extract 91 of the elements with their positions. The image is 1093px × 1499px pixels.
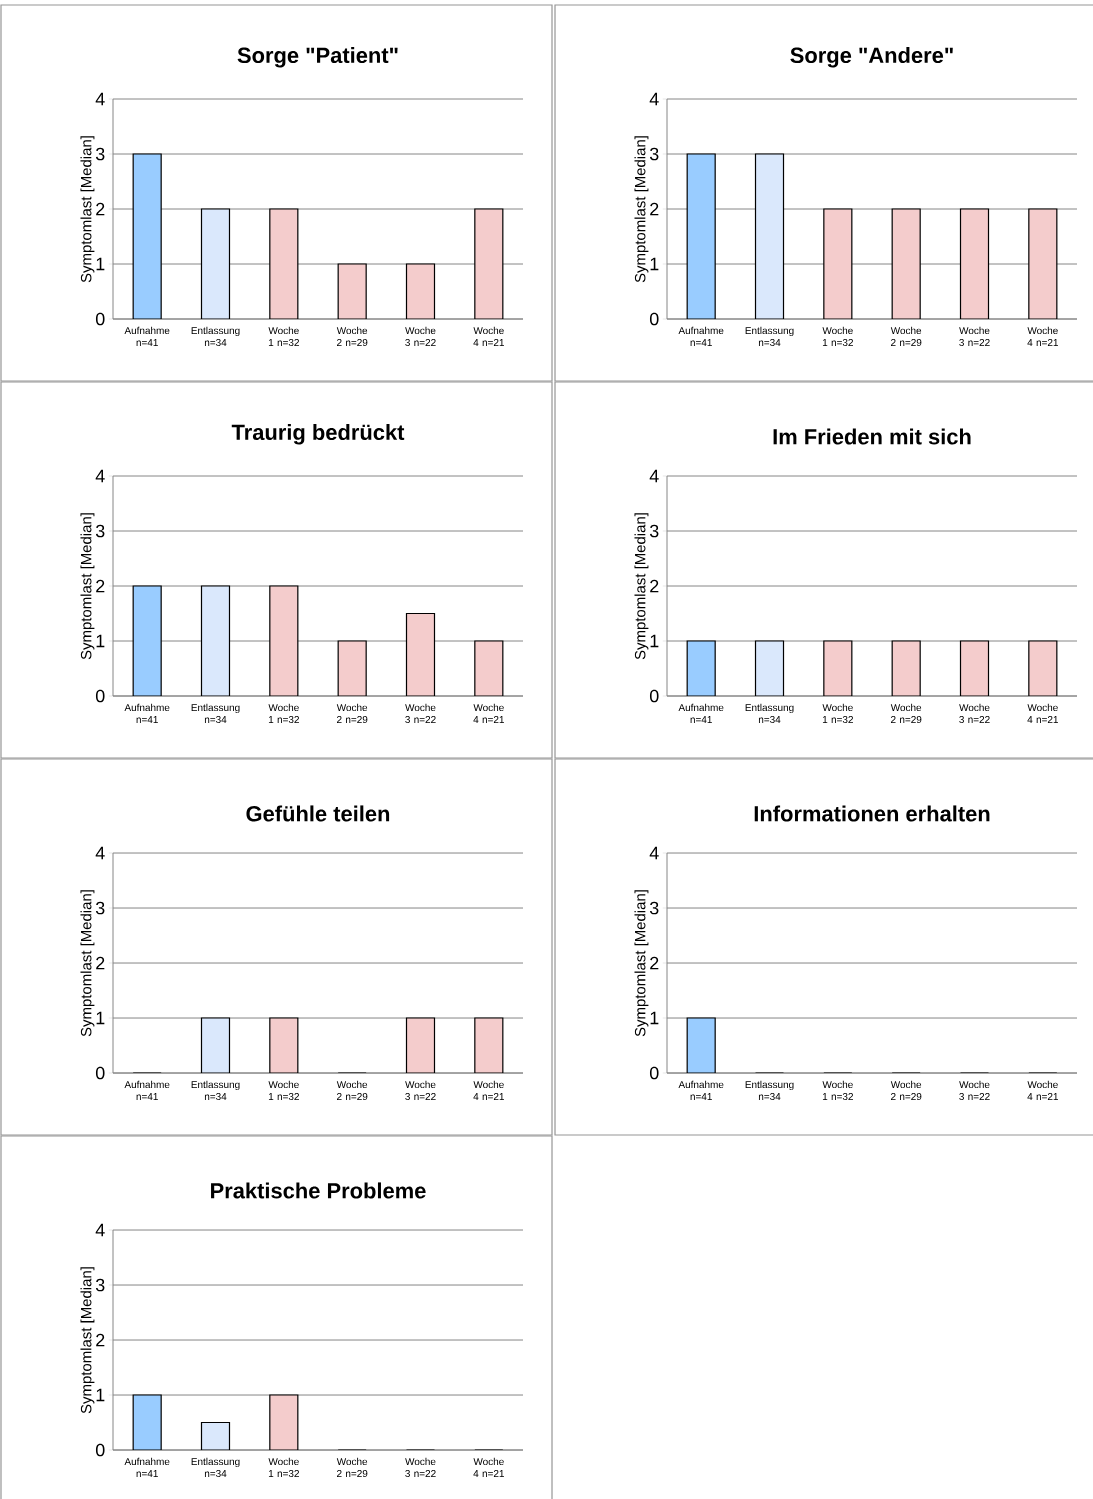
chart-title: Gefühle teilen (246, 805, 390, 822)
chart-title: Praktische Probleme (211, 1182, 426, 1199)
x-tick-label: Woche 3 n=22 (405, 703, 436, 724)
y-axis-title: Symptomlast [Median] (634, 890, 649, 1037)
x-tick-label: Woche 3 n=22 (405, 1080, 436, 1101)
y-tick-label: 0 (95, 1443, 105, 1457)
y-tick-label: 4 (95, 1223, 105, 1237)
x-tick-label: Woche 4 n=21 (1027, 326, 1058, 346)
y-axis-title: Symptomlast [Median] (634, 513, 649, 660)
y-tick-label: 2 (650, 956, 659, 970)
x-tick-label: Woche 1 n=32 (822, 326, 853, 347)
x-tick-label: Woche 2 n=29 (890, 703, 922, 724)
x-tick-label: Woche 2 n=29 (336, 326, 368, 347)
x-tick-label: Woche 1 n=32 (268, 326, 299, 347)
x-tick-label: Woche 1 n=32 (822, 1080, 853, 1101)
y-tick-label: 3 (649, 147, 659, 161)
chart-title: Im Frieden mit sich (773, 428, 971, 445)
x-tick-label: Woche 2 n=29 (890, 326, 922, 347)
y-tick-label: 4 (649, 92, 659, 106)
y-tick-label: 1 (650, 257, 659, 271)
x-tick-label: Woche 1 n=32 (268, 703, 299, 724)
y-tick-label: 0 (649, 689, 659, 703)
x-tick-label: Woche 4 n=21 (473, 326, 504, 346)
x-tick-label: Woche 4 n=21 (1027, 703, 1058, 723)
y-tick-label: 4 (95, 92, 105, 106)
x-tick-label: Entlassung n=34 (191, 1080, 240, 1101)
y-tick-label: 0 (95, 312, 105, 326)
y-tick-label: 2 (96, 1333, 105, 1347)
x-tick-label: Aufnahme n=41 (124, 703, 170, 723)
y-tick-label: 0 (649, 312, 659, 326)
x-tick-label: Aufnahme n=41 (124, 1080, 170, 1100)
x-tick-label: Woche 4 n=21 (473, 1457, 504, 1477)
x-tick-label: Woche 1 n=32 (268, 1080, 299, 1101)
x-tick-label: Aufnahme n=41 (678, 703, 724, 723)
x-tick-label: Aufnahme n=41 (678, 1080, 724, 1100)
x-tick-label: Woche 4 n=21 (1027, 1080, 1058, 1100)
y-tick-label: 0 (95, 689, 105, 703)
y-tick-label: 3 (95, 524, 105, 538)
x-tick-label: Aufnahme n=41 (124, 326, 170, 346)
y-tick-label: 4 (649, 846, 659, 860)
x-tick-label: Woche 3 n=22 (959, 326, 990, 347)
y-tick-label: 4 (95, 846, 105, 860)
y-tick-label: 1 (96, 634, 105, 648)
x-tick-label: Woche 3 n=22 (405, 326, 436, 347)
x-tick-label: Woche 2 n=29 (336, 703, 368, 724)
x-tick-label: Woche 3 n=22 (405, 1457, 436, 1478)
x-tick-label: Entlassung n=34 (191, 703, 240, 724)
y-tick-label: 2 (650, 202, 659, 216)
x-tick-label: Entlassung n=34 (745, 1080, 794, 1101)
x-tick-label: Woche 2 n=29 (890, 1080, 922, 1101)
y-tick-label: 3 (95, 1278, 105, 1292)
x-tick-label: Entlassung n=34 (191, 1457, 240, 1478)
x-tick-label: Woche 3 n=22 (959, 1080, 990, 1101)
y-tick-label: 2 (96, 579, 105, 593)
chart-title: Informationen erhalten (754, 805, 990, 822)
y-axis-title: Symptomlast [Median] (80, 136, 95, 283)
y-tick-label: 4 (95, 469, 105, 483)
y-tick-label: 4 (649, 469, 659, 483)
x-tick-label: Entlassung n=34 (745, 326, 794, 347)
y-tick-label: 2 (650, 579, 659, 593)
y-tick-label: 0 (649, 1066, 659, 1080)
x-tick-label: Woche 2 n=29 (336, 1457, 368, 1478)
y-axis-title: Symptomlast [Median] (80, 1267, 95, 1414)
x-tick-label: Woche 2 n=29 (336, 1080, 368, 1101)
y-tick-label: 2 (96, 202, 105, 216)
y-tick-label: 3 (95, 147, 105, 161)
y-axis-title: Symptomlast [Median] (634, 136, 649, 283)
y-axis-title: Symptomlast [Median] (80, 890, 95, 1037)
x-tick-label: Woche 4 n=21 (473, 703, 504, 723)
chart-title: Sorge "Andere" (790, 46, 953, 68)
y-tick-label: 1 (96, 257, 105, 271)
chart-title: Traurig bedrückt (231, 423, 405, 445)
x-tick-label: Woche 3 n=22 (959, 703, 990, 724)
y-tick-label: 1 (96, 1011, 105, 1025)
y-tick-label: 0 (95, 1066, 105, 1080)
y-tick-label: 1 (96, 1388, 105, 1402)
x-tick-label: Entlassung n=34 (745, 703, 794, 724)
chart-title: Sorge "Patient" (237, 46, 398, 68)
x-tick-label: Entlassung n=34 (191, 326, 240, 347)
y-tick-label: 3 (649, 524, 659, 538)
x-tick-label: Woche 1 n=32 (822, 703, 853, 724)
y-tick-label: 3 (95, 901, 105, 915)
y-tick-label: 1 (650, 634, 659, 648)
x-tick-label: Woche 1 n=32 (268, 1457, 299, 1478)
x-tick-label: Aufnahme n=41 (678, 326, 724, 346)
x-tick-label: Aufnahme n=41 (124, 1457, 170, 1477)
y-tick-label: 2 (96, 956, 105, 970)
y-tick-label: 1 (650, 1011, 659, 1025)
y-axis-title: Symptomlast [Median] (80, 513, 95, 660)
x-tick-label: Woche 4 n=21 (473, 1080, 504, 1100)
y-tick-label: 3 (649, 901, 659, 915)
